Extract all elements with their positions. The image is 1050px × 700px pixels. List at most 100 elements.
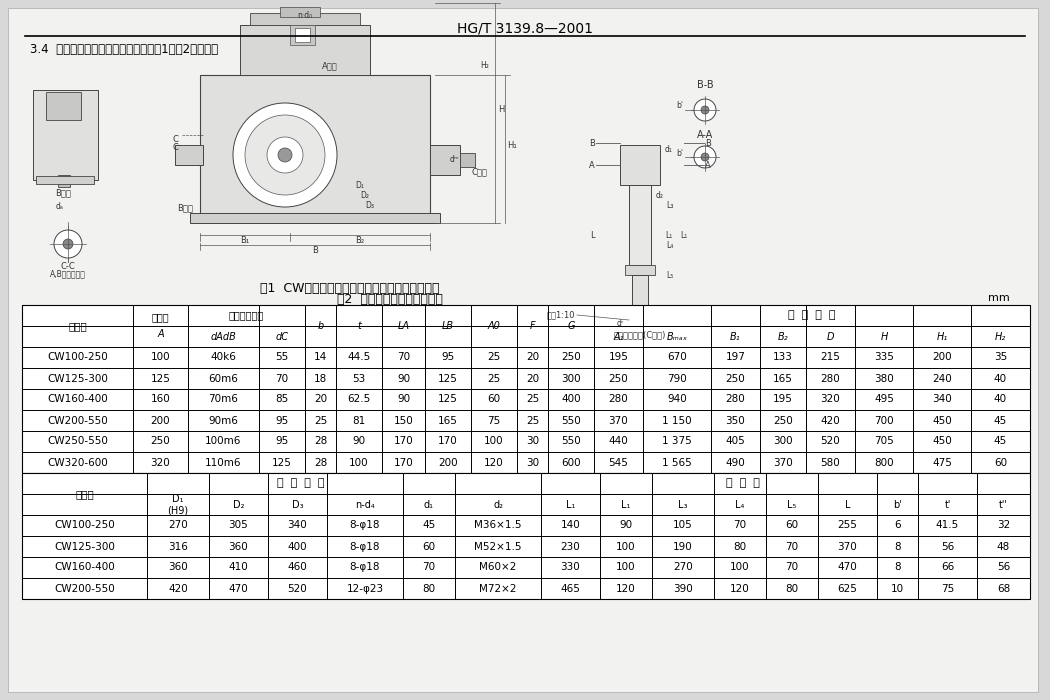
Text: dC: dC — [275, 332, 289, 342]
Text: L₁: L₁ — [680, 230, 688, 239]
Text: L₅: L₅ — [666, 270, 673, 279]
Text: 370: 370 — [609, 416, 628, 426]
Text: 400: 400 — [561, 395, 581, 405]
Text: L₁: L₁ — [622, 500, 631, 510]
Text: 125: 125 — [150, 374, 170, 384]
Text: 110m6: 110m6 — [205, 458, 242, 468]
Text: 305: 305 — [229, 521, 249, 531]
Text: 550: 550 — [561, 437, 581, 447]
Circle shape — [278, 148, 292, 162]
Text: 230: 230 — [561, 542, 581, 552]
Text: A: A — [589, 160, 595, 169]
Text: 470: 470 — [229, 584, 249, 594]
Text: L: L — [845, 500, 850, 510]
Text: 100: 100 — [730, 563, 750, 573]
Text: B型轴: B型轴 — [55, 188, 71, 197]
Text: H₂: H₂ — [480, 60, 489, 69]
Text: 360: 360 — [168, 563, 188, 573]
Text: t'': t'' — [999, 500, 1008, 510]
Text: D₃: D₃ — [365, 200, 375, 209]
Text: HG/T 3139.8—2001: HG/T 3139.8—2001 — [457, 22, 593, 36]
Text: 490: 490 — [726, 458, 746, 468]
Circle shape — [694, 146, 716, 168]
Text: 32: 32 — [996, 521, 1010, 531]
Text: 60: 60 — [422, 542, 436, 552]
Text: B: B — [312, 246, 318, 255]
Text: B: B — [589, 139, 595, 148]
Text: 580: 580 — [821, 458, 840, 468]
Text: 520: 520 — [288, 584, 308, 594]
Bar — [629, 185, 651, 265]
Text: 20: 20 — [314, 395, 327, 405]
Text: CW200-550: CW200-550 — [55, 584, 114, 594]
Text: 25: 25 — [526, 395, 539, 405]
Bar — [36, 176, 94, 184]
Text: 30: 30 — [526, 458, 539, 468]
Text: t: t — [357, 321, 361, 331]
Text: H: H — [880, 332, 887, 342]
Text: 70: 70 — [734, 521, 747, 531]
Text: 320: 320 — [150, 458, 170, 468]
Circle shape — [245, 115, 326, 195]
Text: 60: 60 — [994, 458, 1007, 468]
Text: 45: 45 — [994, 416, 1007, 426]
Bar — [632, 275, 648, 325]
Text: D₂: D₂ — [233, 500, 245, 510]
Text: D₁: D₁ — [356, 181, 364, 190]
Text: 200: 200 — [932, 353, 951, 363]
Text: 390: 390 — [673, 584, 693, 594]
Text: dₐ: dₐ — [56, 202, 64, 211]
Text: 62.5: 62.5 — [348, 395, 371, 405]
Text: 550: 550 — [561, 416, 581, 426]
Text: 300: 300 — [561, 374, 581, 384]
Text: b: b — [317, 321, 323, 331]
Text: 60: 60 — [785, 521, 799, 531]
Text: H₁: H₁ — [937, 332, 947, 342]
Text: 75: 75 — [487, 416, 501, 426]
Text: LA: LA — [398, 321, 410, 331]
Text: 25: 25 — [487, 353, 501, 363]
Text: LB: LB — [442, 321, 454, 331]
Text: 280: 280 — [609, 395, 628, 405]
Bar — [625, 265, 655, 275]
Text: 420: 420 — [168, 584, 188, 594]
Text: 外  型  尺  寸: 外 型 尺 寸 — [789, 311, 836, 321]
Text: CW125-300: CW125-300 — [47, 374, 108, 384]
Text: 215: 215 — [820, 353, 840, 363]
Text: CW160-400: CW160-400 — [47, 395, 108, 405]
Text: 80: 80 — [422, 584, 436, 594]
Text: 240: 240 — [932, 374, 952, 384]
Text: 锥度1:10: 锥度1:10 — [546, 311, 575, 319]
Text: 70m6: 70m6 — [209, 395, 238, 405]
Text: 250: 250 — [150, 437, 170, 447]
Text: 70: 70 — [397, 353, 411, 363]
Text: 90: 90 — [397, 374, 411, 384]
Bar — [280, 7, 320, 17]
Text: 100: 100 — [151, 353, 170, 363]
Text: 197: 197 — [726, 353, 746, 363]
Text: 140: 140 — [561, 521, 581, 531]
Text: 195: 195 — [773, 395, 793, 405]
Text: 41.5: 41.5 — [936, 521, 959, 531]
Text: L₁: L₁ — [566, 500, 575, 510]
Text: 600: 600 — [561, 458, 581, 468]
Text: 8: 8 — [895, 542, 901, 552]
Text: H₁: H₁ — [507, 141, 517, 150]
Text: 70: 70 — [422, 563, 436, 573]
Bar — [430, 145, 460, 175]
Text: 8-φ18: 8-φ18 — [350, 542, 380, 552]
Text: 545: 545 — [609, 458, 629, 468]
Text: 133: 133 — [773, 353, 793, 363]
Text: B: B — [705, 139, 711, 148]
Text: 335: 335 — [874, 353, 894, 363]
Text: 90: 90 — [353, 437, 365, 447]
Text: 95: 95 — [275, 416, 289, 426]
Text: 250: 250 — [726, 374, 746, 384]
Text: L₄: L₄ — [666, 241, 673, 249]
Text: 120: 120 — [484, 458, 504, 468]
Text: 800: 800 — [875, 458, 894, 468]
Text: 150: 150 — [394, 416, 414, 426]
Text: 125: 125 — [272, 458, 292, 468]
Text: D₁
(H9): D₁ (H9) — [167, 494, 189, 515]
Text: 70: 70 — [785, 563, 799, 573]
